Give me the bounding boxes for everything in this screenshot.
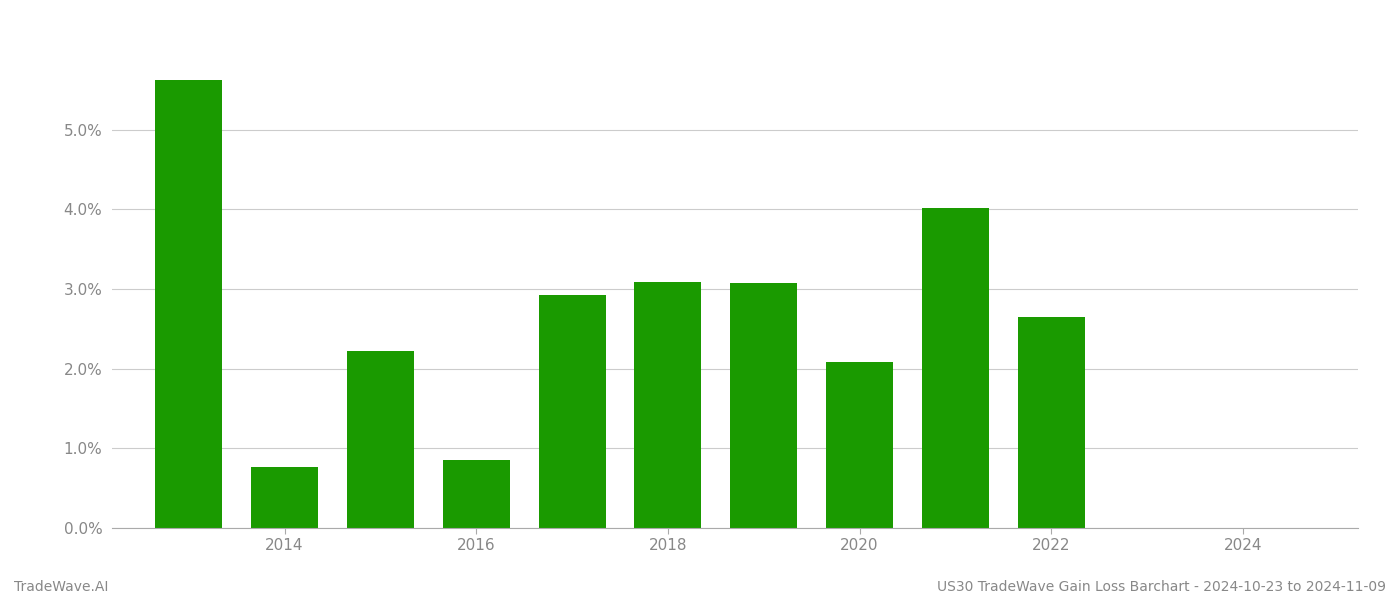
Bar (634, 282, 701, 528)
Bar (155, 80, 223, 528)
Bar (442, 460, 510, 528)
Bar (347, 351, 414, 528)
Text: US30 TradeWave Gain Loss Barchart - 2024-10-23 to 2024-11-09: US30 TradeWave Gain Loss Barchart - 2024… (937, 580, 1386, 594)
Bar (826, 362, 893, 528)
Bar (251, 467, 318, 528)
Bar (539, 295, 606, 528)
Bar (923, 208, 988, 528)
Bar (1018, 317, 1085, 528)
Bar (731, 283, 798, 528)
Text: TradeWave.AI: TradeWave.AI (14, 580, 108, 594)
